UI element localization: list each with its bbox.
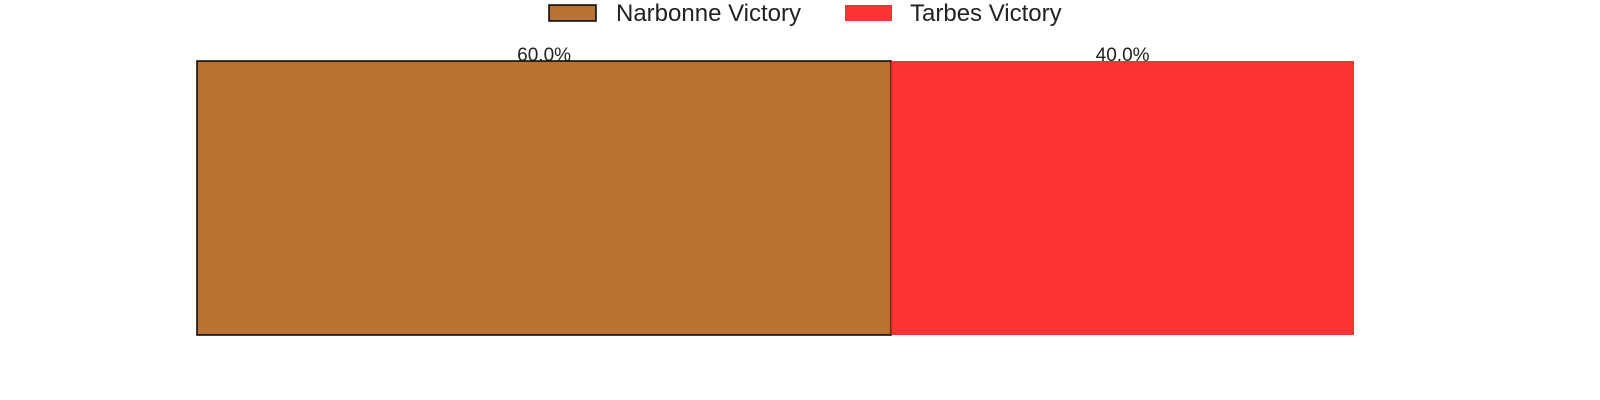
data-label-narbonne-victory: 60.0% <box>517 45 571 66</box>
bar-segment-narbonne-victory <box>196 60 892 336</box>
legend-swatch-tarbes-victory <box>845 5 892 21</box>
legend-label-narbonne-victory: Narbonne Victory <box>616 0 801 27</box>
legend-swatch-narbonne-victory <box>548 4 597 22</box>
legend-label-tarbes-victory: Tarbes Victory <box>910 0 1062 27</box>
bar-segment-tarbes-victory <box>891 61 1354 335</box>
chart-legend: Narbonne Victory Tarbes Victory <box>548 0 1062 27</box>
plot-area: 60.0% 40.0% <box>196 45 1354 336</box>
data-label-tarbes-victory: 40.0% <box>1096 45 1150 66</box>
